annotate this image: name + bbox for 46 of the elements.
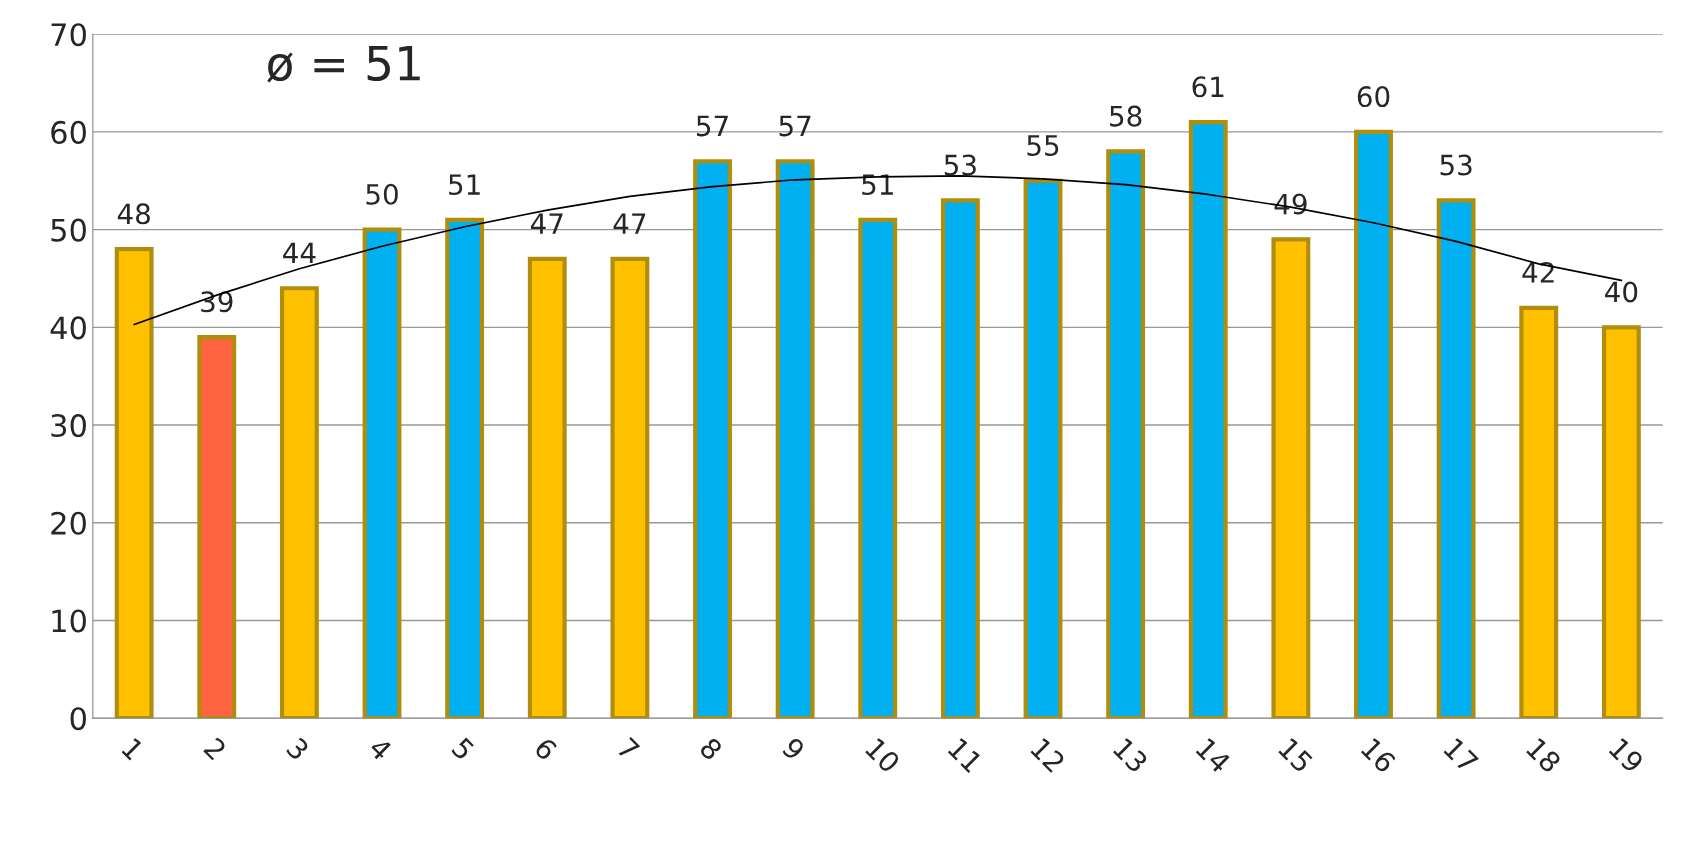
data-label: 39 [201,291,233,313]
data-label: 44 [283,242,316,264]
data-label: 61 [1192,76,1224,98]
y-tick-label: 60 [51,120,86,144]
x-tick-label: 7 [616,737,641,761]
x-tick-label: 15 [1277,737,1314,774]
x-tick-label: 4 [368,736,393,762]
data-label: 53 [944,154,976,176]
data-label: 57 [696,115,728,137]
x-tick-label: 2 [203,736,227,761]
y-tick-label: 30 [51,413,86,438]
x-tick-label: 12 [1030,737,1066,773]
x-tick-label: 19 [1608,737,1645,774]
data-label: 51 [862,174,893,196]
data-label: 51 [449,174,480,196]
data-label: 40 [1605,281,1638,303]
data-label: 48 [117,203,150,225]
y-tick-label: 70 [51,23,86,47]
data-label: 58 [1110,105,1142,127]
x-tick-label: 10 [864,737,902,774]
y-tick-label: 20 [51,511,86,535]
x-tick-label: 3 [285,736,310,761]
x-tick-label: 1 [121,737,145,761]
data-label: 50 [366,183,398,205]
x-tick-label: 11 [947,737,983,773]
data-label: 42 [1522,261,1554,283]
x-tick-label: 18 [1525,737,1563,774]
x-tick-label: 9 [781,736,806,762]
x-tick-label: 8 [698,736,724,762]
y-tick-label: 10 [52,609,86,633]
data-label: 47 [530,213,563,234]
data-label: 55 [1027,135,1059,156]
y-tick-label: 40 [50,316,86,340]
data-label: 57 [779,115,811,137]
y-tick-label: 0 [70,707,86,731]
x-tick-label: 16 [1360,737,1397,774]
x-tick-label: 5 [450,736,475,761]
data-label: 53 [1440,154,1472,176]
x-tick-label: 13 [1112,737,1149,774]
y-tick-label: 50 [51,218,86,242]
x-tick-label: 17 [1443,737,1479,774]
x-tick-label: 6 [533,736,559,762]
annotation: ø = 51 [267,45,420,83]
x-tick-label: 14 [1195,737,1232,774]
data-label: 60 [1357,86,1390,108]
data-label: 47 [613,213,646,234]
